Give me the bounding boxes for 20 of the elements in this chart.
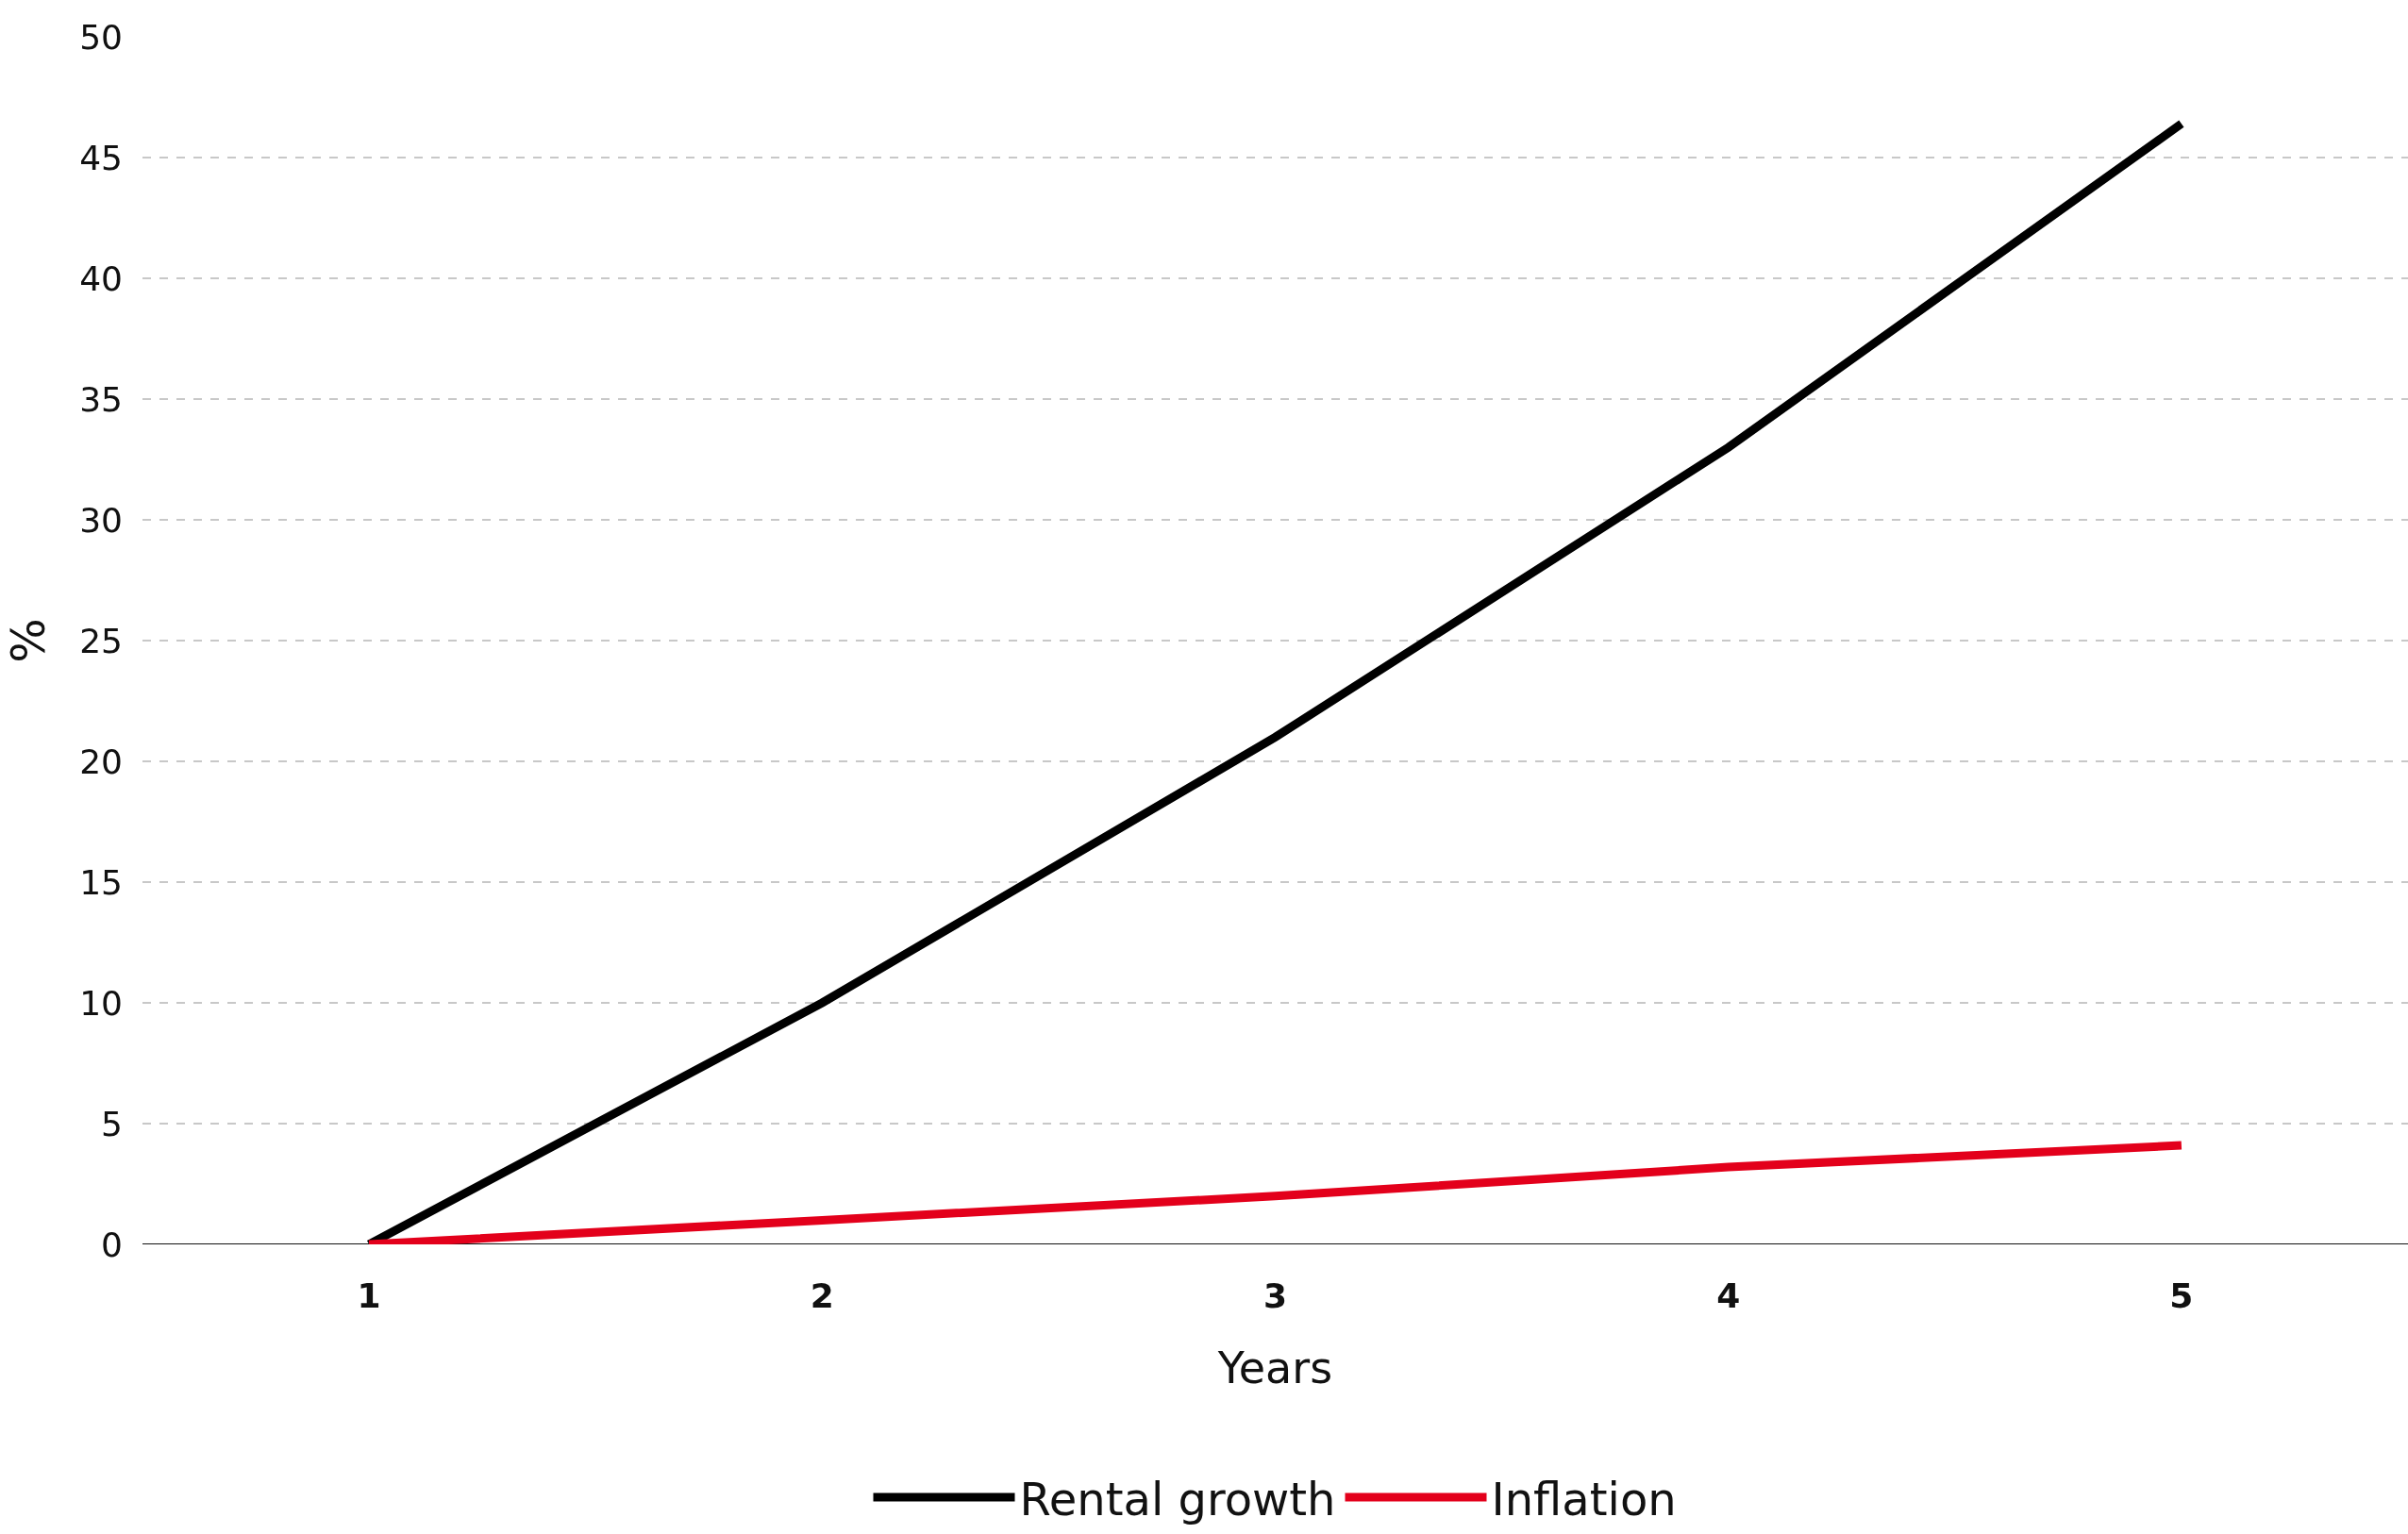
y-tick-label: 20 [79, 742, 123, 781]
y-tick-label: 0 [101, 1225, 123, 1264]
y-tick-label: 15 [79, 862, 123, 902]
x-axis-title: Years [1216, 1342, 1333, 1393]
y-tick-label: 25 [79, 621, 123, 660]
x-tick-label: 1 [357, 1276, 381, 1315]
y-tick-label: 35 [79, 379, 123, 419]
legend-label: Inflation [1491, 1472, 1677, 1526]
x-tick-label: 4 [1716, 1276, 1741, 1315]
y-tick-label: 30 [79, 500, 123, 540]
y-tick-label: 50 [79, 17, 123, 57]
y-axis-title: % [1, 618, 57, 663]
x-tick-label: 3 [1263, 1276, 1288, 1315]
x-tick-label: 2 [810, 1276, 834, 1315]
y-tick-label: 45 [79, 138, 123, 177]
x-tick-label: 5 [2169, 1276, 2194, 1315]
legend-label: Rental growth [1019, 1472, 1336, 1526]
y-tick-label: 40 [79, 258, 123, 298]
y-tick-label: 5 [101, 1104, 123, 1143]
y-tick-label: 10 [79, 983, 123, 1023]
